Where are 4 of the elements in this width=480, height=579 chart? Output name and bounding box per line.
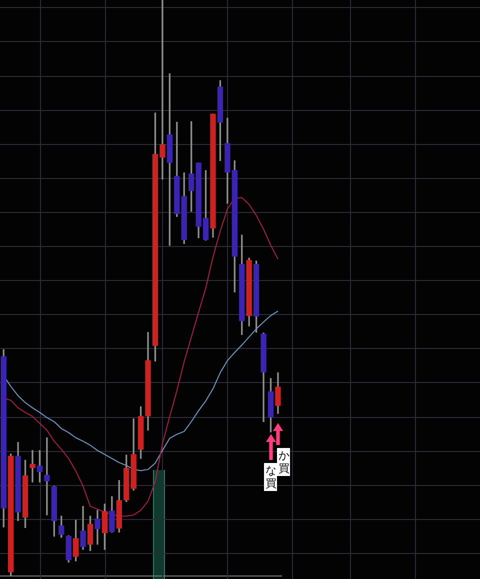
candlestick xyxy=(30,450,36,482)
annotation: か買 xyxy=(277,448,290,476)
candlestick xyxy=(44,437,50,516)
annotation: な買 xyxy=(264,463,278,491)
